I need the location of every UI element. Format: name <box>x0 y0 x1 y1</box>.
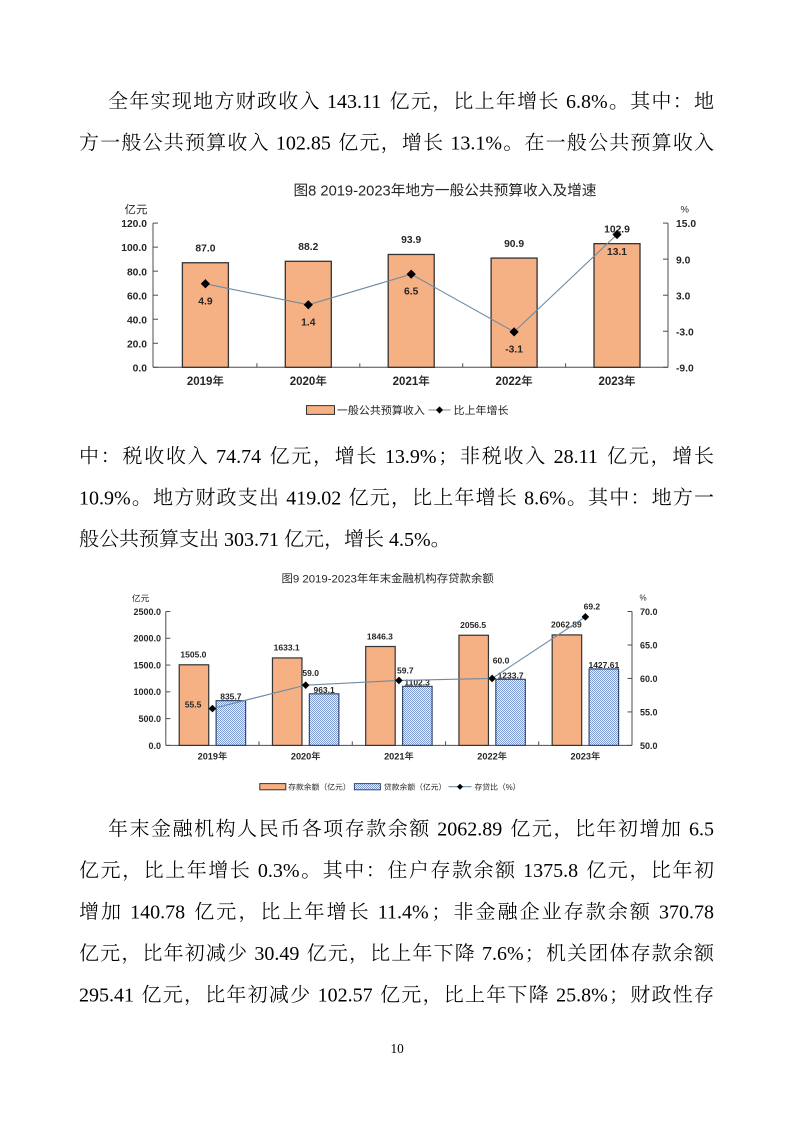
svg-text:74.74: 74.74 <box>216 446 261 468</box>
svg-text:2023: 2023 <box>571 751 591 761</box>
svg-text:6.5: 6.5 <box>404 287 419 298</box>
svg-text:9.0: 9.0 <box>676 255 691 266</box>
svg-text:69.2: 69.2 <box>584 601 601 611</box>
svg-text:2022: 2022 <box>477 751 497 761</box>
svg-text:%: % <box>506 783 513 792</box>
svg-text:59.0: 59.0 <box>302 668 319 678</box>
svg-text:4.9: 4.9 <box>198 296 213 307</box>
svg-text:10: 10 <box>391 1041 405 1056</box>
svg-text:419.02: 419.02 <box>286 487 341 509</box>
svg-text:3.0: 3.0 <box>676 291 691 302</box>
svg-text:2023: 2023 <box>598 376 624 388</box>
svg-text:2019: 2019 <box>198 751 218 761</box>
svg-text:%: % <box>640 594 647 603</box>
svg-text:13.1%: 13.1% <box>450 132 502 154</box>
svg-text:55.5: 55.5 <box>185 700 202 710</box>
svg-text:2020: 2020 <box>290 376 316 388</box>
svg-text:1633.1: 1633.1 <box>274 643 300 653</box>
svg-text:30.49: 30.49 <box>254 943 299 965</box>
svg-text:-3.0: -3.0 <box>676 327 694 338</box>
svg-text:93.9: 93.9 <box>401 235 421 246</box>
svg-text:963.1: 963.1 <box>313 685 335 695</box>
svg-text:303.71: 303.71 <box>224 529 279 551</box>
svg-text:40.0: 40.0 <box>127 315 147 326</box>
svg-text:295.41: 295.41 <box>79 985 134 1007</box>
svg-text:-9.0: -9.0 <box>676 363 694 374</box>
svg-text:102.57: 102.57 <box>318 985 373 1007</box>
svg-text:370.78: 370.78 <box>659 902 714 924</box>
svg-text:140.78: 140.78 <box>130 902 185 924</box>
svg-text:2056.5: 2056.5 <box>460 620 486 630</box>
svg-text:6.8%: 6.8% <box>566 91 608 113</box>
svg-text:15.0: 15.0 <box>676 219 696 230</box>
svg-text:1102.3: 1102.3 <box>404 677 430 687</box>
svg-text:0.3%: 0.3% <box>258 860 300 882</box>
svg-text:50.0: 50.0 <box>640 741 658 751</box>
svg-text:2062.89: 2062.89 <box>437 819 502 841</box>
svg-text:1427.61: 1427.61 <box>588 660 619 670</box>
svg-text:60.0: 60.0 <box>640 674 658 684</box>
svg-text:2019-2023: 2019-2023 <box>320 183 390 199</box>
svg-text:4.5%: 4.5% <box>389 529 431 551</box>
svg-text:143.11: 143.11 <box>327 91 381 113</box>
svg-text:59.7: 59.7 <box>397 665 414 675</box>
svg-text:70.0: 70.0 <box>640 607 658 617</box>
svg-text:102.85: 102.85 <box>276 132 331 154</box>
svg-text:8: 8 <box>308 183 316 199</box>
svg-text:13.1: 13.1 <box>607 247 627 258</box>
svg-text:13.9%: 13.9% <box>385 446 437 468</box>
svg-text:1505.0: 1505.0 <box>180 650 206 660</box>
svg-text:-3.1: -3.1 <box>505 344 523 355</box>
svg-text:8.6%: 8.6% <box>524 487 566 509</box>
svg-text:2062.89: 2062.89 <box>551 620 582 630</box>
svg-text:2000.0: 2000.0 <box>133 634 161 644</box>
svg-text:65.0: 65.0 <box>640 640 658 650</box>
svg-text:11.4%: 11.4% <box>378 902 429 924</box>
svg-text:%: % <box>681 205 690 216</box>
svg-text:60.0: 60.0 <box>493 655 510 665</box>
svg-text:2019: 2019 <box>187 376 213 388</box>
svg-text:90.9: 90.9 <box>504 239 524 250</box>
svg-text:1846.3: 1846.3 <box>367 631 393 641</box>
svg-text:2019-2023: 2019-2023 <box>302 573 356 585</box>
svg-text:2020: 2020 <box>291 751 311 761</box>
svg-text:2500.0: 2500.0 <box>133 607 161 617</box>
svg-text:102.9: 102.9 <box>604 224 630 235</box>
svg-text:0.0: 0.0 <box>148 741 161 751</box>
svg-text:10.9%: 10.9% <box>79 487 131 509</box>
svg-text:20.0: 20.0 <box>127 339 147 350</box>
svg-text:1000.0: 1000.0 <box>133 687 161 697</box>
svg-text:80.0: 80.0 <box>127 267 147 278</box>
svg-text:1375.8: 1375.8 <box>523 860 578 882</box>
svg-text:88.2: 88.2 <box>298 242 318 253</box>
svg-text:25.8%: 25.8% <box>556 985 608 1007</box>
svg-text:1.4: 1.4 <box>301 317 316 328</box>
svg-text:9: 9 <box>293 573 299 585</box>
svg-text:500.0: 500.0 <box>138 714 161 724</box>
svg-text:87.0: 87.0 <box>195 243 215 254</box>
svg-text:835.7: 835.7 <box>220 692 242 702</box>
svg-text:1500.0: 1500.0 <box>133 660 161 670</box>
svg-text:2021: 2021 <box>384 751 404 761</box>
svg-text:0.0: 0.0 <box>133 363 148 374</box>
svg-text:120.0: 120.0 <box>121 219 147 230</box>
svg-text:2021: 2021 <box>393 376 419 388</box>
svg-text:55.0: 55.0 <box>640 707 658 717</box>
svg-text:100.0: 100.0 <box>121 243 147 254</box>
svg-text:28.11: 28.11 <box>554 446 598 468</box>
svg-text:6.5: 6.5 <box>689 819 714 841</box>
svg-text:1233.7: 1233.7 <box>498 670 524 680</box>
svg-text:7.6%: 7.6% <box>482 943 524 965</box>
svg-text:2022: 2022 <box>496 376 522 388</box>
svg-text:60.0: 60.0 <box>127 291 147 302</box>
